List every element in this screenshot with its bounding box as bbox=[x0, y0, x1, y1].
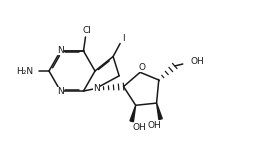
Polygon shape bbox=[157, 103, 162, 120]
Text: OH: OH bbox=[133, 123, 146, 132]
Polygon shape bbox=[130, 105, 136, 122]
Text: N: N bbox=[57, 86, 64, 95]
Text: H₂N: H₂N bbox=[16, 66, 33, 75]
Text: O: O bbox=[139, 63, 146, 72]
Text: N: N bbox=[57, 46, 64, 55]
Text: OH: OH bbox=[191, 58, 205, 66]
Text: OH: OH bbox=[148, 121, 162, 130]
Text: I: I bbox=[122, 34, 124, 43]
Text: Cl: Cl bbox=[82, 27, 91, 35]
Text: N: N bbox=[93, 84, 100, 93]
